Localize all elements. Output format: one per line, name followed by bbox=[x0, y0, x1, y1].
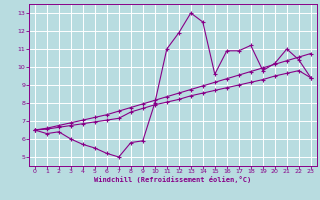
X-axis label: Windchill (Refroidissement éolien,°C): Windchill (Refroidissement éolien,°C) bbox=[94, 176, 252, 183]
